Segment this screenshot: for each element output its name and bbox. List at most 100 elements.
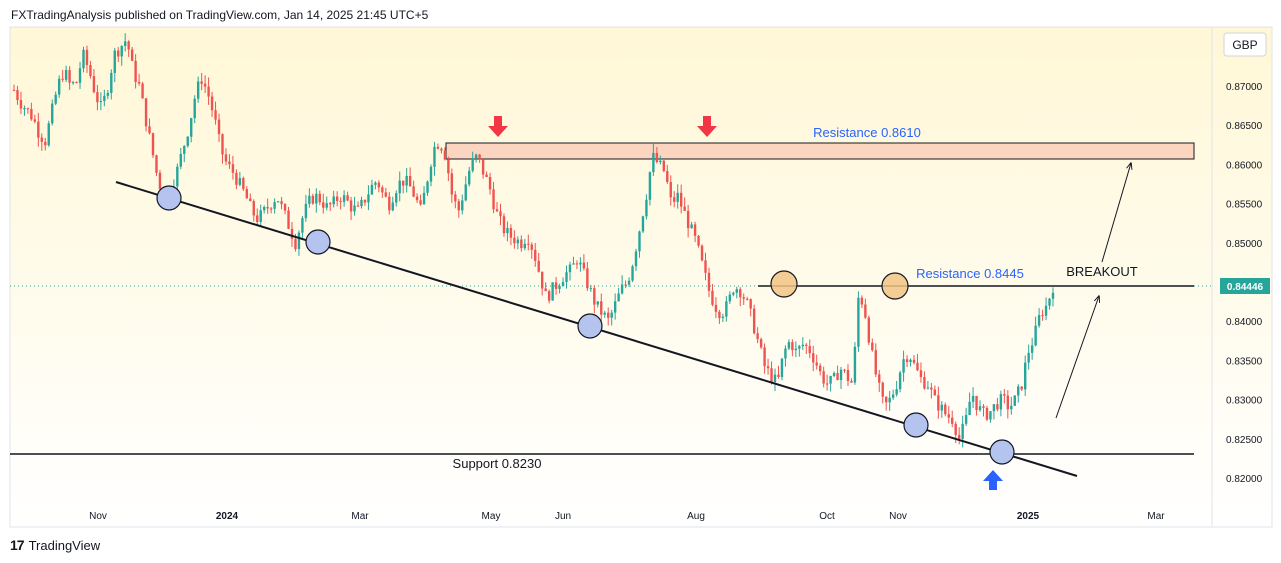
- candle-body: [798, 346, 801, 349]
- support-label: Support 0.8230: [453, 456, 542, 471]
- candle-body: [137, 81, 141, 84]
- candle-body: [374, 182, 377, 185]
- candle-body: [690, 224, 693, 229]
- candle-body: [919, 370, 923, 378]
- candle-body: [874, 350, 877, 375]
- candle-body: [589, 288, 593, 290]
- candle-body: [481, 159, 485, 175]
- candle-body: [822, 371, 825, 384]
- candle-body: [214, 110, 217, 120]
- y-tick-label: 0.82000: [1226, 474, 1263, 485]
- candle-body: [1041, 315, 1044, 317]
- candle-body: [1048, 298, 1051, 306]
- candle-body: [885, 396, 888, 403]
- candle-body: [808, 346, 811, 354]
- candle-body: [433, 146, 436, 167]
- candle-body: [419, 200, 422, 205]
- candle-body: [447, 159, 450, 174]
- candle-body: [283, 204, 287, 211]
- candle-body: [329, 203, 332, 205]
- candle-body: [676, 192, 679, 202]
- candle-body: [217, 119, 221, 135]
- candle-body: [735, 289, 738, 293]
- candle-body: [238, 178, 242, 185]
- candle-body: [794, 348, 798, 351]
- candle-body: [752, 308, 756, 334]
- candle-body: [843, 369, 846, 371]
- candle-body: [645, 199, 648, 217]
- candle-body: [655, 152, 659, 163]
- x-tick-label: 2024: [216, 511, 239, 522]
- candle-body: [301, 218, 304, 233]
- candle-body: [916, 362, 919, 371]
- candle-body: [485, 174, 488, 177]
- candle-body: [1020, 386, 1023, 390]
- candle-body: [398, 180, 401, 194]
- candle-body: [721, 316, 725, 319]
- candle-body: [801, 344, 805, 347]
- candle-body: [207, 86, 210, 97]
- candle-body: [78, 68, 82, 83]
- candle-body: [23, 108, 26, 110]
- candle-body: [509, 227, 513, 238]
- candle-body: [148, 126, 151, 134]
- candle-body: [377, 182, 381, 188]
- candle-body: [349, 200, 353, 212]
- candle-body: [547, 291, 551, 301]
- candle-body: [985, 407, 989, 420]
- candlestick-series: [12, 33, 1055, 448]
- candle-body: [568, 264, 572, 273]
- candle-body: [1037, 315, 1041, 326]
- y-tick-label: 0.83000: [1226, 396, 1263, 407]
- candle-body: [673, 197, 676, 202]
- candle-body: [739, 289, 742, 298]
- x-tick-label: 2025: [1017, 511, 1040, 522]
- candle-body: [940, 404, 944, 411]
- candle-body: [381, 187, 384, 193]
- candle-body: [134, 60, 137, 82]
- candle-body: [850, 380, 853, 383]
- candle-body: [426, 181, 429, 193]
- candle-body: [495, 209, 499, 212]
- candle-body: [280, 201, 283, 205]
- candle-body: [572, 263, 575, 265]
- candle-body: [846, 370, 850, 381]
- candle-body: [117, 50, 120, 57]
- candle-body: [461, 200, 464, 211]
- candle-body: [502, 216, 506, 234]
- candle-body: [537, 260, 540, 272]
- candle-body: [766, 366, 770, 369]
- candle-body: [259, 210, 262, 222]
- breakout-arrow: [1055, 296, 1099, 419]
- candle-body: [662, 160, 666, 172]
- candle-body: [304, 203, 308, 219]
- candle-body: [370, 184, 374, 195]
- currency-badge[interactable]: GBP: [1223, 32, 1267, 57]
- candle-body: [51, 103, 54, 124]
- candle-body: [151, 133, 155, 156]
- candle-body: [33, 119, 37, 122]
- candle-body: [266, 206, 269, 209]
- candle-body: [933, 389, 937, 396]
- target-arrow: [1101, 163, 1131, 263]
- candle-body: [558, 286, 561, 289]
- candle-body: [408, 175, 412, 187]
- candle-body: [565, 272, 568, 283]
- candle-body: [290, 228, 294, 239]
- candle-body: [179, 153, 182, 167]
- candle-body: [287, 210, 290, 229]
- candle-body: [1024, 362, 1027, 390]
- y-tick-label: 0.85500: [1226, 200, 1263, 211]
- candle-body: [895, 389, 898, 395]
- candle-body: [82, 49, 85, 69]
- candle-body: [902, 359, 905, 373]
- candle-body: [669, 182, 672, 198]
- footer-brand[interactable]: 17 TradingView: [10, 537, 100, 553]
- candle-body: [37, 121, 40, 138]
- price-chart[interactable]: GBP 0.82000 0.82500 0.83000 0.83500 0.84000 0…: [0, 0, 1281, 533]
- candle-body: [951, 417, 954, 424]
- candle-body: [912, 359, 916, 363]
- candle-body: [339, 200, 342, 202]
- candle-body: [805, 344, 808, 347]
- candle-body: [888, 397, 891, 403]
